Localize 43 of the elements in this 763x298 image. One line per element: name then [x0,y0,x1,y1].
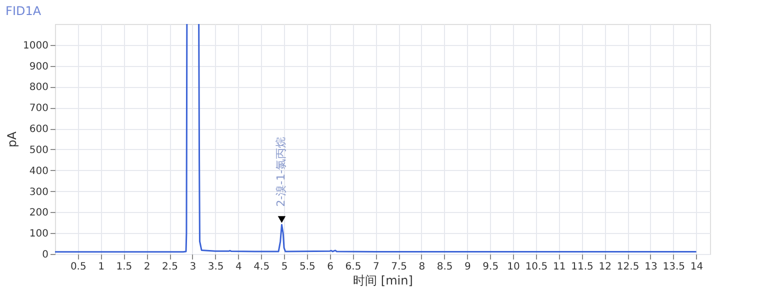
x-tick-label: 14 [690,262,704,272]
x-tick-label: 4.5 [254,262,270,272]
x-tick-label: 13 [644,262,658,272]
y-tick-label: 400 [29,166,48,177]
y-tick-label: 200 [29,208,48,219]
x-tick-label: 9.5 [482,262,499,272]
x-tick-label: 0.5 [70,262,86,272]
y-tick-label: 0 [42,250,48,260]
x-tick-label: 8 [418,262,426,272]
x-tick-label: 2.5 [162,262,178,272]
annotation: 2-溴-1-氯丙烷 [274,136,288,207]
x-tick-label: 8.5 [436,262,453,272]
x-tick-label: 11.5 [571,262,594,272]
y-tick-label: 900 [29,61,48,72]
x-tick-label: 12 [598,262,612,272]
x-tick-label: 12.5 [616,262,640,272]
x-tick-label: 9 [464,262,471,272]
x-tick-label: 7 [372,262,380,272]
x-tick-label: 2 [144,262,150,272]
x-tick-label: 7.5 [391,262,407,272]
x-tick-label: 4 [236,262,242,272]
y-tick-label: 100 [29,228,48,240]
x-tick-label: 10.5 [525,262,548,272]
y-tick-label: 700 [29,103,48,114]
x-tick-label: 3 [190,262,196,272]
x-tick-label: 5.5 [299,262,316,272]
x-tick-label: 11 [552,262,566,272]
x-tick-label: 13.5 [662,262,685,272]
x-tick-label: 5 [281,262,288,272]
y-tick-label: 600 [29,124,48,136]
x-tick-label: 6.5 [345,262,362,272]
x-tick-label: 1.5 [116,262,132,272]
y-axis-title: pA [5,130,20,148]
y-tick-label: 500 [29,144,48,156]
y-tick-label: 300 [29,186,48,198]
x-tick-label: 1 [98,262,104,272]
y-tick-label: 1000 [23,40,48,52]
y-tick-label: 800 [29,82,48,94]
x-tick-label: 10 [507,262,520,272]
x-axis-title: 时间 [min] [353,274,413,288]
x-tick-label: 6 [327,262,334,272]
x-tick-label: 3.5 [208,262,224,272]
chart-title: FID1A [6,4,42,18]
